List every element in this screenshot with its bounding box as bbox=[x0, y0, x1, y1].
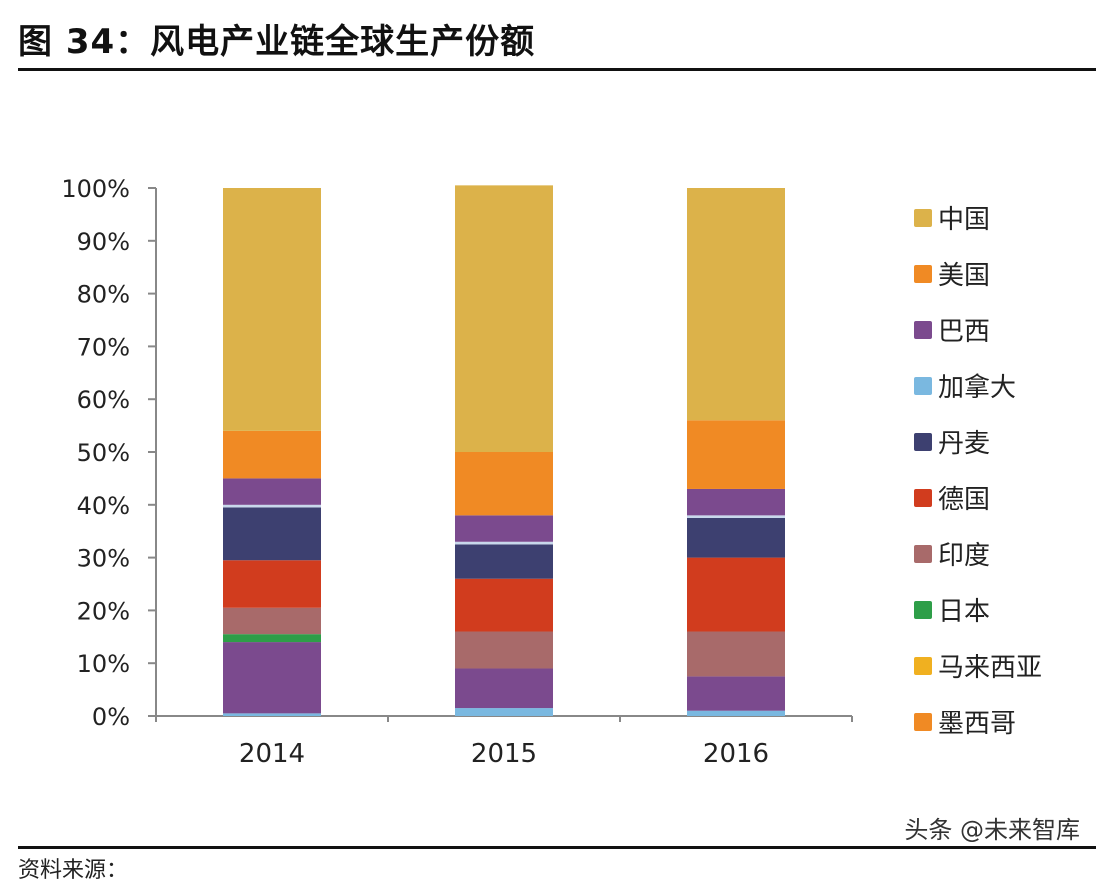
bar-segment bbox=[687, 710, 785, 716]
bar-segment bbox=[687, 515, 785, 518]
legend-label: 中国 bbox=[938, 205, 990, 235]
y-tick-label: 60% bbox=[77, 386, 130, 414]
legend-label: 巴西 bbox=[938, 317, 990, 347]
bar-segment bbox=[223, 430, 321, 479]
y-tick-label: 90% bbox=[77, 228, 130, 256]
bar-segment bbox=[455, 544, 553, 579]
bars bbox=[223, 185, 785, 716]
bar-segment bbox=[223, 642, 321, 714]
legend-swatch bbox=[914, 489, 932, 507]
y-tick-label: 20% bbox=[77, 597, 130, 625]
bar-segment bbox=[455, 452, 553, 516]
bar-segment bbox=[455, 185, 553, 453]
legend-label: 印度 bbox=[938, 541, 990, 571]
bar-segment bbox=[223, 607, 321, 635]
legend-swatch bbox=[914, 377, 932, 395]
y-tick-label: 80% bbox=[77, 281, 130, 309]
bar-segment bbox=[223, 713, 321, 716]
title-divider bbox=[18, 68, 1096, 71]
x-tick-label: 2014 bbox=[239, 739, 305, 769]
bar-segment bbox=[223, 560, 321, 608]
bar-segment bbox=[687, 557, 785, 632]
bar-segment bbox=[223, 188, 321, 431]
source-note: 资料来源： bbox=[18, 858, 129, 883]
bar-segment bbox=[687, 420, 785, 489]
legend-swatch bbox=[914, 545, 932, 563]
watermark: 头条 @未来智库 bbox=[904, 816, 1080, 844]
legend-swatch bbox=[914, 657, 932, 675]
bar-segment bbox=[223, 507, 321, 561]
legend-label: 马来西亚 bbox=[938, 653, 1042, 683]
y-tick-label: 100% bbox=[61, 175, 130, 203]
bottom-divider bbox=[18, 846, 1096, 849]
legend-label: 加拿大 bbox=[938, 373, 1016, 403]
y-tick-label: 30% bbox=[77, 545, 130, 573]
y-tick-label: 40% bbox=[77, 492, 130, 520]
bar-segment bbox=[455, 578, 553, 632]
stacked-bar-chart: 0%10%20%30%40%50%60%70%80%90%100% 2014 20… bbox=[61, 175, 1042, 769]
bar-segment bbox=[455, 708, 553, 716]
bar-segment bbox=[223, 478, 321, 505]
x-tick-label: 2015 bbox=[471, 739, 537, 769]
legend-label: 美国 bbox=[938, 261, 990, 291]
bar-segment bbox=[455, 631, 553, 669]
bar-segment bbox=[687, 488, 785, 516]
y-tick-label: 50% bbox=[77, 439, 130, 467]
bar-segment bbox=[455, 668, 553, 709]
bar-segment bbox=[223, 504, 321, 508]
legend-swatch bbox=[914, 433, 932, 451]
y-tick-label: 0% bbox=[92, 703, 130, 731]
y-tick-label: 70% bbox=[77, 333, 130, 361]
chart-title: 图 34：风电产业链全球生产份额 bbox=[18, 22, 536, 62]
bar-segment bbox=[455, 515, 553, 542]
legend-label: 墨西哥 bbox=[938, 709, 1016, 739]
legend-swatch bbox=[914, 209, 932, 227]
legend-swatch bbox=[914, 321, 932, 339]
x-axis: 2014 2015 2016 bbox=[239, 739, 769, 769]
bar-segment bbox=[455, 541, 553, 545]
bar-segment bbox=[687, 518, 785, 558]
bar-segment bbox=[223, 634, 321, 643]
legend-label: 日本 bbox=[938, 597, 990, 627]
y-tick-label: 10% bbox=[77, 650, 130, 678]
x-tick-label: 2016 bbox=[703, 739, 769, 769]
bar-segment bbox=[687, 188, 785, 421]
legend-swatch bbox=[914, 713, 932, 731]
bar-segment bbox=[687, 631, 785, 677]
legend-swatch bbox=[914, 601, 932, 619]
bar-segment bbox=[687, 676, 785, 711]
legend-label: 德国 bbox=[938, 485, 990, 515]
legend-label: 丹麦 bbox=[938, 429, 990, 459]
legend-swatch bbox=[914, 265, 932, 283]
